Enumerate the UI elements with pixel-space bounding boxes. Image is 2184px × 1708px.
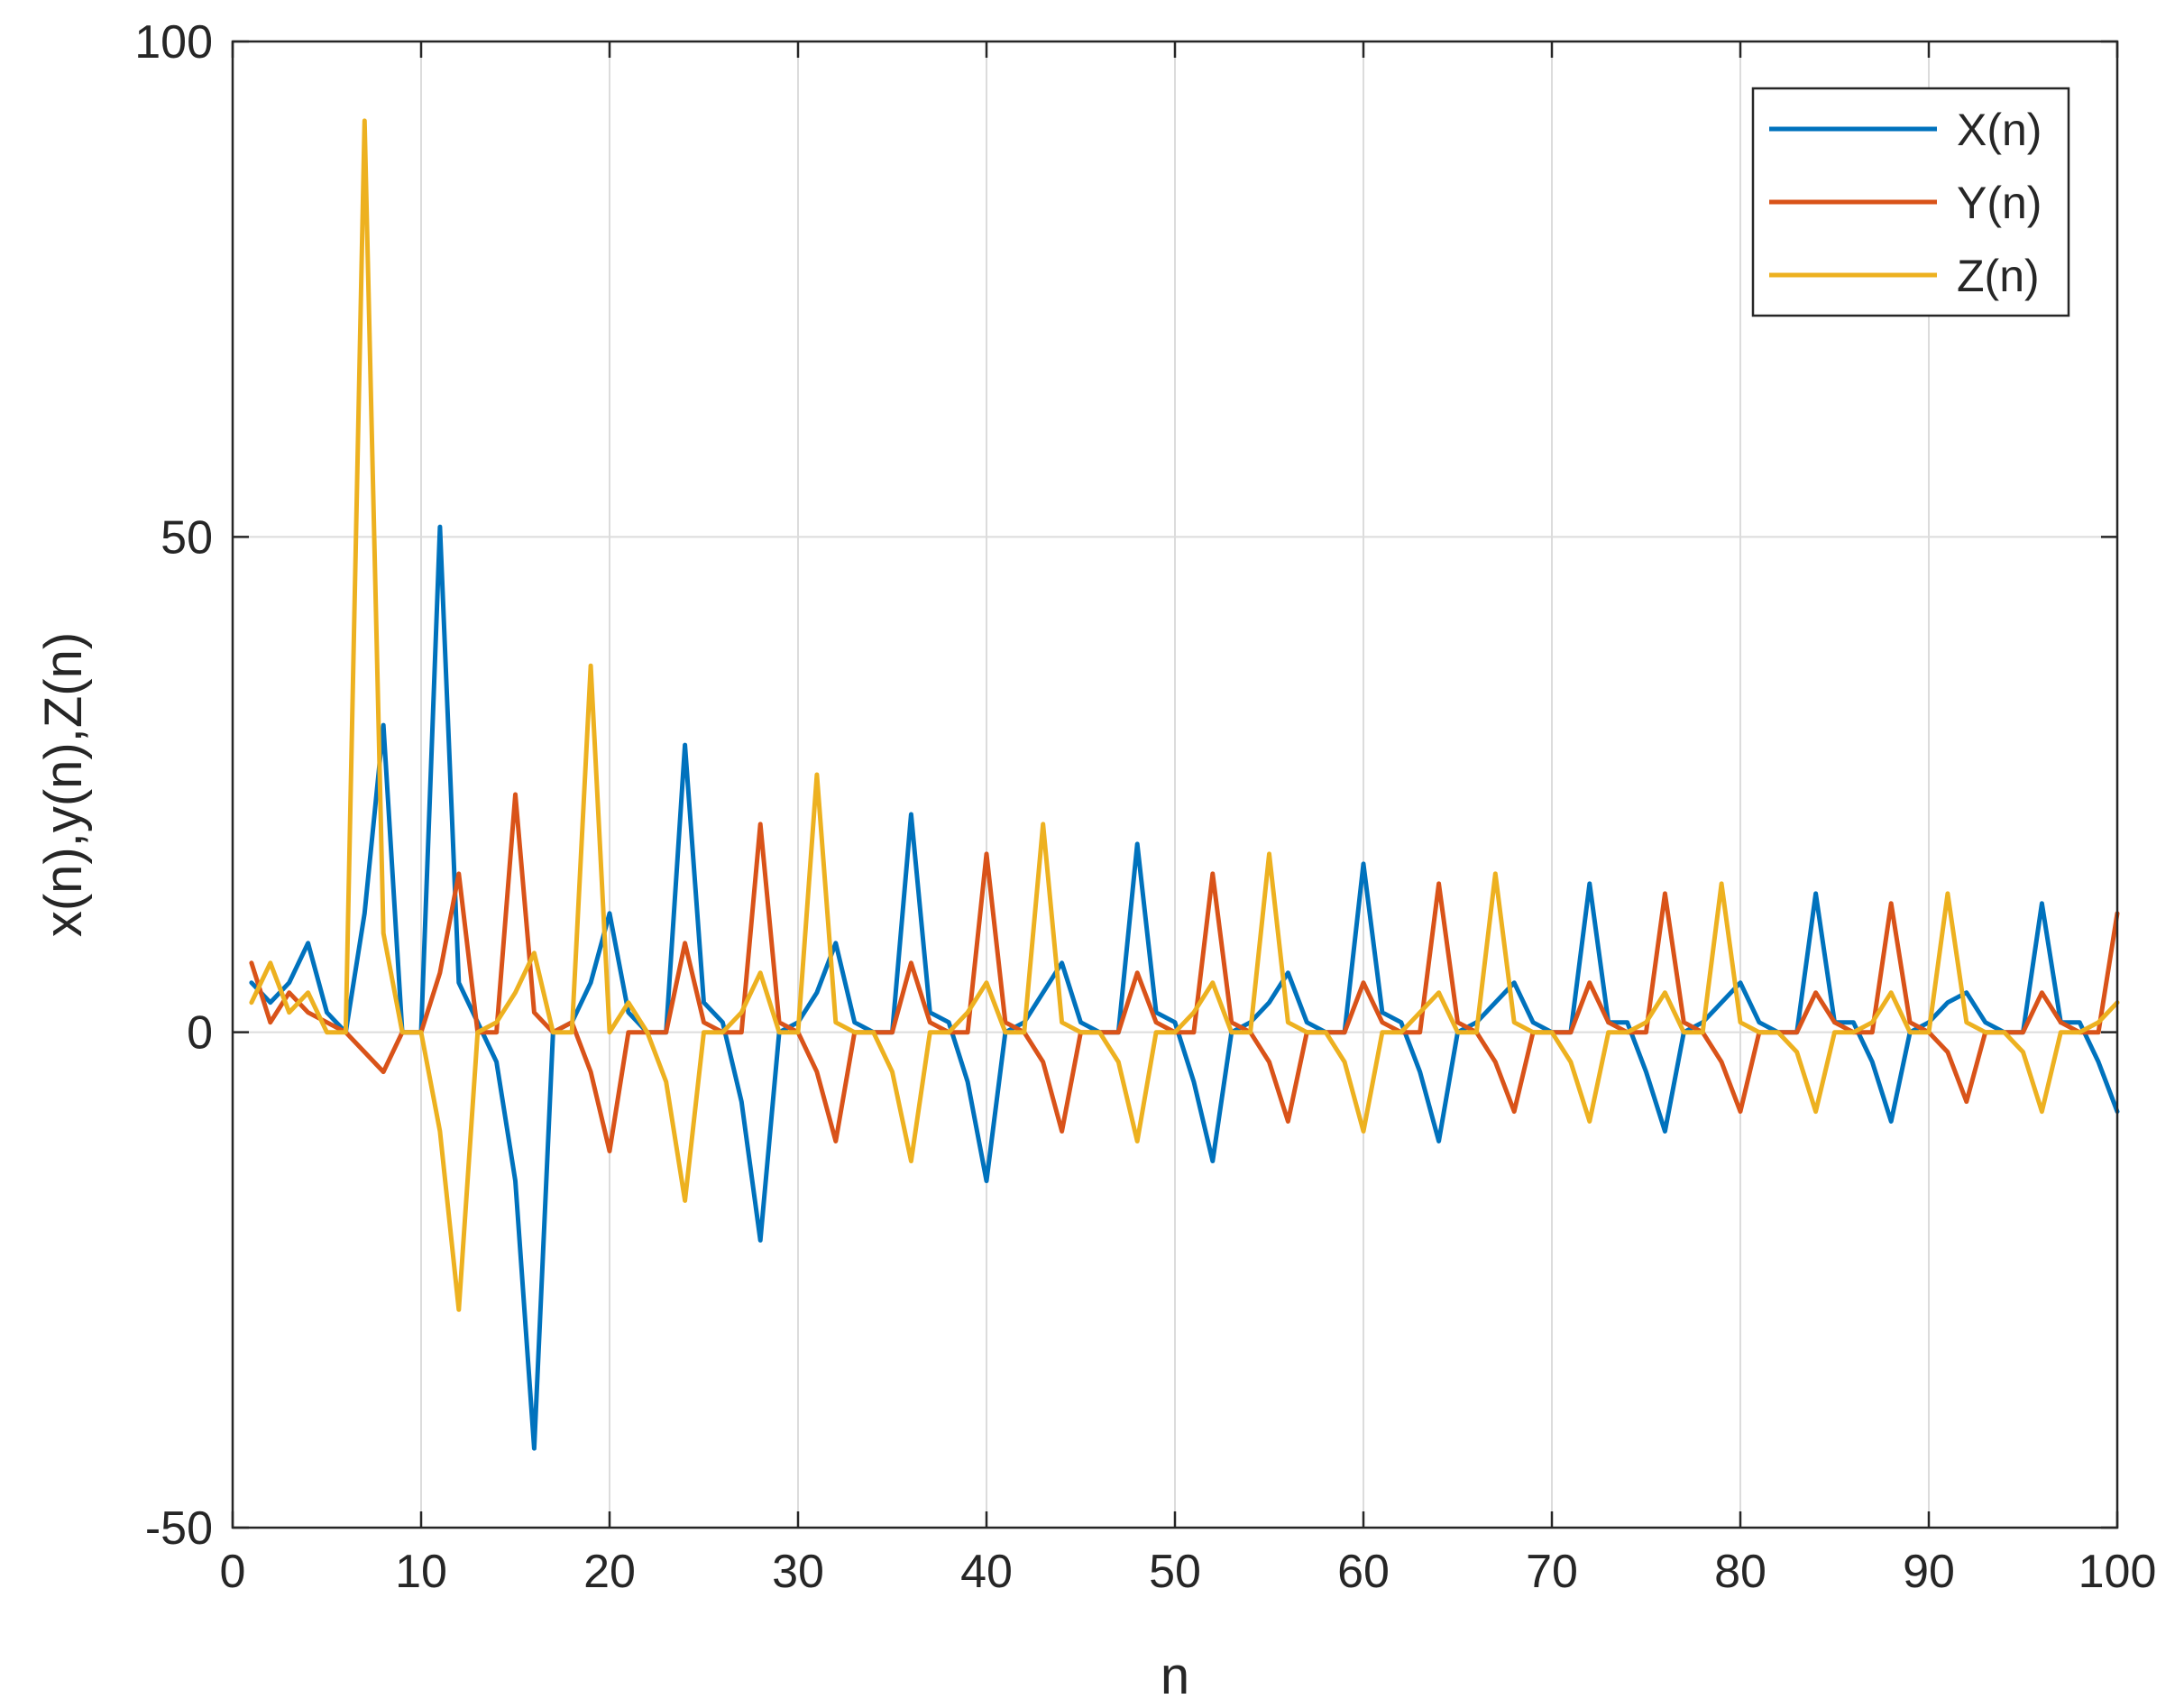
- axis-ticks: [231, 40, 2119, 1529]
- x-axis-label: n: [1161, 1647, 1189, 1705]
- x-tick-label: 70: [1526, 1546, 1578, 1598]
- series-lines: [249, 118, 2120, 1451]
- x-tick-label: 20: [583, 1546, 636, 1598]
- y-tick-label: -50: [145, 1502, 213, 1555]
- y-axis-label: x(n),y(n),Z(n): [34, 632, 93, 937]
- x-tick-label: 60: [1337, 1546, 1390, 1598]
- x-tick-label: 30: [772, 1546, 824, 1598]
- series-line-z: [249, 118, 2120, 1312]
- x-tick-labels: 0 10 20 30 40 50 60 70 80 90 100: [220, 1546, 2157, 1598]
- x-tick-label: 90: [1903, 1546, 1955, 1598]
- x-tick-label: 40: [960, 1546, 1013, 1598]
- x-tick-label: 10: [395, 1546, 447, 1598]
- y-tick-labels: -50 0 50 100: [134, 16, 213, 1555]
- x-tick-label: 0: [220, 1546, 246, 1598]
- legend-label-x: X(n): [1957, 105, 2042, 155]
- x-tick-label: 80: [1714, 1546, 1766, 1598]
- series-line-y: [249, 792, 2120, 1153]
- legend-label-y: Y(n): [1957, 178, 2042, 228]
- y-tick-label: 100: [134, 16, 213, 69]
- x-tick-label: 100: [2078, 1546, 2157, 1598]
- legend-label-z: Z(n): [1957, 251, 2040, 301]
- x-tick-label: 50: [1149, 1546, 1201, 1598]
- legend: X(n) Y(n) Z(n): [1751, 87, 2070, 317]
- y-tick-label: 0: [187, 1007, 213, 1060]
- y-tick-label: 50: [161, 511, 213, 564]
